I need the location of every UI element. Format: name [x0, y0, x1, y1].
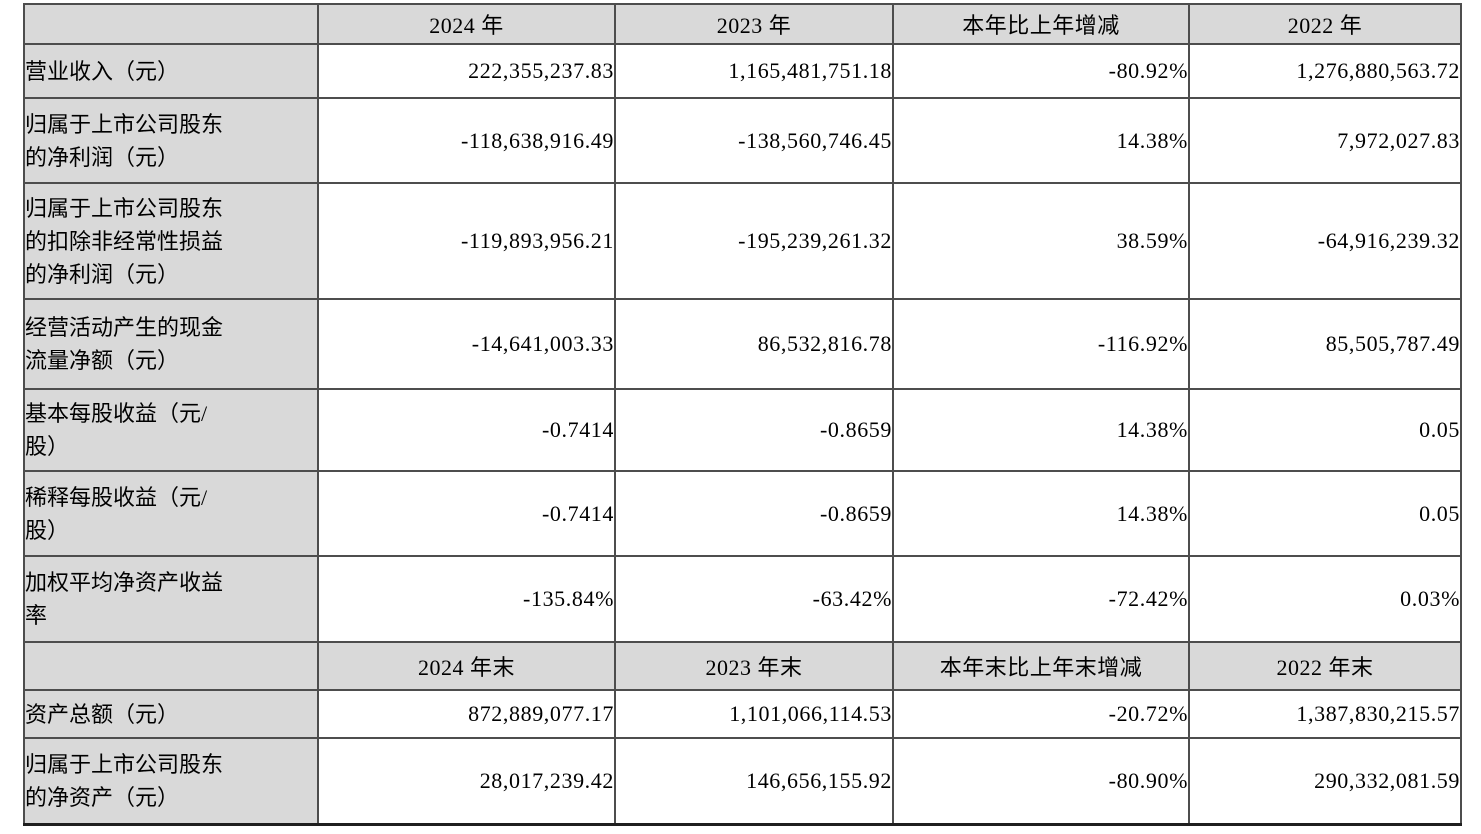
value-2022-year-end: 290,332,081.59 — [1188, 737, 1462, 825]
year-end-header-row: 2024 年末 2023 年末 本年末比上年末增减 2022 年末 — [23, 641, 1462, 691]
value-2024: -135.84% — [317, 555, 616, 643]
row-label: 基本每股收益（元/ 股） — [23, 388, 319, 472]
row-label: 归属于上市公司股东 的净资产（元） — [23, 737, 319, 825]
value-year-end-change: -20.72% — [892, 689, 1190, 739]
header-2024: 2024 年 — [317, 3, 616, 45]
value-2023: -0.8659 — [614, 470, 894, 557]
value-2022: 85,505,787.49 — [1188, 298, 1462, 390]
value-2023: -138,560,746.45 — [614, 97, 894, 184]
value-yoy-change: 14.38% — [892, 97, 1190, 184]
header-2023-year-end: 2023 年末 — [614, 641, 894, 691]
value-2022: -64,916,239.32 — [1188, 182, 1462, 300]
header-2022: 2022 年 — [1188, 3, 1462, 45]
value-2024-year-end: 872,889,077.17 — [317, 689, 616, 739]
value-2022: 0.05 — [1188, 470, 1462, 557]
value-2024: -14,641,003.33 — [317, 298, 616, 390]
value-yoy-change: 14.38% — [892, 388, 1190, 472]
row-operating-cash-flow: 经营活动产生的现金 流量净额（元） -14,641,003.33 86,532,… — [23, 298, 1462, 390]
row-weighted-avg-roe: 加权平均净资产收益 率 -135.84% -63.42% -72.42% 0.0… — [23, 555, 1462, 643]
value-2023-year-end: 1,101,066,114.53 — [614, 689, 894, 739]
row-net-profit-attributable: 归属于上市公司股东 的净利润（元） -118,638,916.49 -138,5… — [23, 97, 1462, 184]
value-2023: 1,165,481,751.18 — [614, 43, 894, 99]
value-2022-year-end: 1,387,830,215.57 — [1188, 689, 1462, 739]
row-label: 归属于上市公司股东 的净利润（元） — [23, 97, 319, 184]
value-yoy-change: 14.38% — [892, 470, 1190, 557]
value-2023-year-end: 146,656,155.92 — [614, 737, 894, 825]
value-2024: 222,355,237.83 — [317, 43, 616, 99]
value-year-end-change: -80.90% — [892, 737, 1190, 825]
value-2023: -63.42% — [614, 555, 894, 643]
row-label: 稀释每股收益（元/ 股） — [23, 470, 319, 557]
row-label: 加权平均净资产收益 率 — [23, 555, 319, 643]
value-yoy-change: 38.59% — [892, 182, 1190, 300]
value-yoy-change: -116.92% — [892, 298, 1190, 390]
financial-summary-table: 2024 年 2023 年 本年比上年增减 2022 年 营业收入（元） 222… — [23, 3, 1462, 826]
header-yoy-change: 本年比上年增减 — [892, 3, 1190, 45]
value-2022: 1,276,880,563.72 — [1188, 43, 1462, 99]
value-2022: 7,972,027.83 — [1188, 97, 1462, 184]
header-blank-cell — [23, 3, 319, 45]
value-yoy-change: -72.42% — [892, 555, 1190, 643]
row-diluted-eps: 稀释每股收益（元/ 股） -0.7414 -0.8659 14.38% 0.05 — [23, 470, 1462, 557]
header-2022-year-end: 2022 年末 — [1188, 641, 1462, 691]
row-net-profit-excl-nonrecurring: 归属于上市公司股东 的扣除非经常性损益 的净利润（元） -119,893,956… — [23, 182, 1462, 300]
value-2023: -0.8659 — [614, 388, 894, 472]
row-basic-eps: 基本每股收益（元/ 股） -0.7414 -0.8659 14.38% 0.05 — [23, 388, 1462, 472]
value-2022: 0.03% — [1188, 555, 1462, 643]
row-label: 营业收入（元） — [23, 43, 319, 99]
row-total-assets: 资产总额（元） 872,889,077.17 1,101,066,114.53 … — [23, 689, 1462, 739]
header-2023: 2023 年 — [614, 3, 894, 45]
value-2024: -119,893,956.21 — [317, 182, 616, 300]
value-2024-year-end: 28,017,239.42 — [317, 737, 616, 825]
value-2024: -0.7414 — [317, 388, 616, 472]
row-label: 资产总额（元） — [23, 689, 319, 739]
value-2024: -0.7414 — [317, 470, 616, 557]
row-label: 归属于上市公司股东 的扣除非经常性损益 的净利润（元） — [23, 182, 319, 300]
header-2024-year-end: 2024 年末 — [317, 641, 616, 691]
value-2024: -118,638,916.49 — [317, 97, 616, 184]
value-yoy-change: -80.92% — [892, 43, 1190, 99]
annual-header-row: 2024 年 2023 年 本年比上年增减 2022 年 — [23, 3, 1462, 45]
value-2022: 0.05 — [1188, 388, 1462, 472]
row-operating-revenue: 营业收入（元） 222,355,237.83 1,165,481,751.18 … — [23, 43, 1462, 99]
value-2023: -195,239,261.32 — [614, 182, 894, 300]
value-2023: 86,532,816.78 — [614, 298, 894, 390]
header-year-end-change: 本年末比上年末增减 — [892, 641, 1190, 691]
row-label: 经营活动产生的现金 流量净额（元） — [23, 298, 319, 390]
row-net-assets-attributable: 归属于上市公司股东 的净资产（元） 28,017,239.42 146,656,… — [23, 737, 1462, 825]
header-blank-cell — [23, 641, 319, 691]
